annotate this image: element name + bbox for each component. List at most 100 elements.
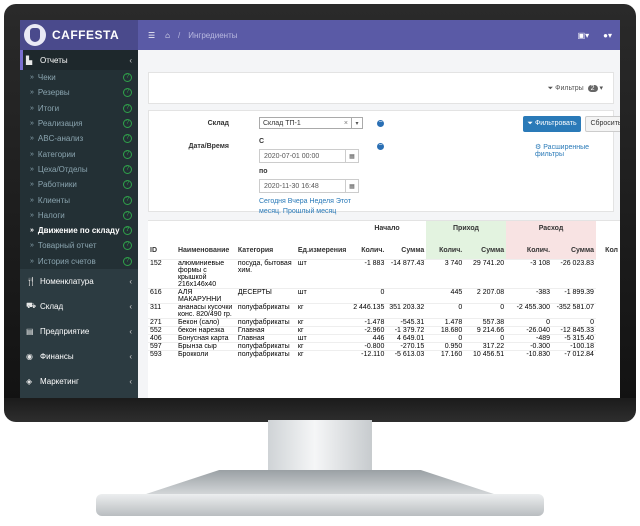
reset-button[interactable]: Сбросить xyxy=(585,116,620,132)
sidebar-item[interactable]: » ABC-анализ? xyxy=(20,131,138,147)
monitor-chin xyxy=(4,398,636,422)
column-header[interactable]: Сумма xyxy=(464,241,507,260)
sidebar-item[interactable]: » История счетов? xyxy=(20,253,138,269)
column-header[interactable]: ID xyxy=(150,246,157,254)
table-cell: 29 741.20 xyxy=(464,259,507,289)
sidebar-section[interactable]: 🍴 Номенклатура ‹ xyxy=(20,269,138,294)
column-header[interactable]: Кол xyxy=(605,246,618,254)
table-row[interactable]: 271 Бекон (сало) полуфабрикаты кг -1.478 -545… xyxy=(148,318,620,327)
table-cell: Главная xyxy=(235,326,296,335)
link-week[interactable]: Неделя xyxy=(309,198,334,205)
calendar-icon[interactable]: ▦ xyxy=(345,180,358,192)
help-icon[interactable]: ? xyxy=(123,73,132,83)
help-icon[interactable]: ? xyxy=(123,164,132,174)
help-icon[interactable]: ? xyxy=(123,195,132,205)
sidebar-item[interactable]: » Категории? xyxy=(20,146,138,162)
filters-toggle[interactable]: ⏷ Фильтры 2 ▾ xyxy=(547,85,603,92)
column-header[interactable]: Ед.измерения xyxy=(297,246,347,254)
link-yesterday[interactable]: Вчера xyxy=(287,198,308,205)
sidebar-section[interactable]: ◉ Финансы ‹ xyxy=(20,344,138,369)
remove-filter-warehouse-icon[interactable]: − xyxy=(377,119,384,127)
table-cell: 17.160 xyxy=(426,350,465,358)
chevron-down-icon[interactable]: ▾ xyxy=(351,118,362,128)
sidebar-item[interactable]: » Движение по складу? xyxy=(20,222,138,239)
link-month[interactable]: месяц. xyxy=(259,208,281,215)
sidebar-section[interactable]: ▤ Предприятие ‹ xyxy=(20,319,138,344)
table-row[interactable]: 597 Брынза сыр полуфабрикаты кг -0.800 -270.1… xyxy=(148,342,620,351)
table-cell: -5 613.03 xyxy=(386,350,427,358)
date-to-input[interactable]: 2020-11-30 16:48 ▦ xyxy=(259,179,359,193)
sidebar-section-label: Отчеты xyxy=(40,55,68,65)
table-cell: 0.950 xyxy=(426,342,465,351)
help-icon[interactable]: ? xyxy=(123,103,132,113)
table-row[interactable]: 616 АЛЯ МАКАРУННИ ДЕСЕРТЫ шт 0 445 2 207.08 -38… xyxy=(148,288,620,304)
menu-toggle-icon[interactable]: ☰ xyxy=(148,30,156,40)
home-icon[interactable]: ⌂ xyxy=(165,30,171,40)
column-header[interactable]: Колич. xyxy=(426,241,465,260)
angle-double-right-icon: » xyxy=(30,196,34,204)
remove-filter-date-icon[interactable]: − xyxy=(377,142,384,150)
column-header[interactable]: Категория xyxy=(237,246,274,254)
user-menu-icon[interactable]: ●▾ xyxy=(603,30,612,40)
help-icon[interactable]: ? xyxy=(123,241,132,251)
column-header[interactable]: Сумма xyxy=(401,246,425,254)
sidebar-item[interactable]: » Товарный отчет? xyxy=(20,238,138,254)
sidebar-item[interactable]: » Работники? xyxy=(20,177,138,193)
link-last-month[interactable]: Прошлый месяц xyxy=(282,208,337,215)
brand-logo[interactable]: CAFFESTA xyxy=(20,20,138,50)
filter-panel: Склад Склад ТП-1 × ▾ − Дата/Время − С 20… xyxy=(148,110,620,215)
sidebar-item-label: Категории xyxy=(37,149,76,159)
column-header[interactable]: Наименование xyxy=(177,246,230,254)
sidebar-section[interactable]: ⛟ Склад ‹ xyxy=(20,294,138,319)
table-row[interactable]: 406 Бонусная карта Главная шт 446 4 649.01 0 0-… xyxy=(148,334,620,343)
apps-menu-icon[interactable]: ▣▾ xyxy=(577,30,590,40)
date-from-input[interactable]: 2020-07-01 00:00 ▦ xyxy=(259,149,359,163)
table-row[interactable]: 152 алюминиевые формы с крышкой 216х146х4… xyxy=(148,259,620,289)
table-cell: 2 207.08 xyxy=(464,288,507,304)
column-header[interactable]: Колич. xyxy=(506,241,553,260)
help-icon[interactable]: ? xyxy=(123,149,132,159)
chevron-left-icon: ‹ xyxy=(129,55,132,65)
table-cell: 0 xyxy=(348,288,387,304)
warehouse-select[interactable]: Склад ТП-1 × ▾ xyxy=(259,117,363,129)
help-icon[interactable]: ? xyxy=(123,134,132,144)
column-header[interactable]: Сумма xyxy=(552,241,596,260)
warehouse-label: Склад xyxy=(207,120,229,127)
column-header[interactable]: Колич. xyxy=(361,246,385,254)
table-row[interactable]: 552 бекон нарезка Главная кг -2.960 -1 379.72… xyxy=(148,326,620,335)
help-icon[interactable]: ? xyxy=(123,119,132,129)
filter-button[interactable]: ⏷ Фильтровать xyxy=(523,116,581,132)
sidebar-item[interactable]: » Клиенты? xyxy=(20,192,138,208)
breadcrumb[interactable]: Ингредиенты xyxy=(188,30,238,40)
sidebar-item[interactable]: » Реализация? xyxy=(20,115,138,132)
sidebar-item[interactable]: » Цеха/Отделы? xyxy=(20,161,138,178)
help-icon[interactable]: ? xyxy=(123,180,132,190)
angle-double-right-icon: » xyxy=(30,150,34,158)
clear-icon[interactable]: × xyxy=(343,120,348,127)
table-cell: 317.22 xyxy=(464,342,507,351)
sidebar-item[interactable]: » Итоги? xyxy=(20,100,138,116)
sidebar-item[interactable]: » Налоги? xyxy=(20,207,138,223)
table-row[interactable]: 311 ананасы кусочки конс. 820/490 гр. полу… xyxy=(148,303,620,319)
sidebar-item[interactable]: » Резервы? xyxy=(20,85,138,101)
calendar-icon[interactable]: ▦ xyxy=(345,150,358,162)
angle-double-right-icon: » xyxy=(30,181,34,189)
link-this[interactable]: Этот xyxy=(335,198,351,205)
sidebar-section[interactable]: ◈ Маркетинг ‹ xyxy=(20,369,138,394)
table-cell: Брокколи xyxy=(175,350,236,358)
help-icon[interactable]: ? xyxy=(123,256,132,266)
help-icon[interactable]: ? xyxy=(123,210,132,220)
help-icon[interactable]: ? xyxy=(123,88,132,98)
sidebar-section-reports[interactable]: ▙ Отчеты ‹ xyxy=(20,50,138,70)
sidebar-item[interactable]: » Чеки? xyxy=(20,70,138,86)
advanced-filters-link[interactable]: ⚙ Расширенные фильтры xyxy=(535,144,590,158)
table-cell: 557.38 xyxy=(464,318,507,327)
sidebar-section[interactable]: ▥Справочники‹ xyxy=(20,394,138,398)
sidebar-section-label: Склад xyxy=(40,301,64,311)
table-cell: 10 456.51 xyxy=(464,350,507,358)
help-icon[interactable]: ? xyxy=(123,226,132,236)
table-cell: -10.830 xyxy=(506,350,553,358)
group-income-header: Приход xyxy=(426,221,506,241)
link-today[interactable]: Сегодня xyxy=(259,198,286,205)
table-row[interactable]: 593 Брокколи полуфабрикаты кг -12.110 -5 613.… xyxy=(148,350,620,358)
